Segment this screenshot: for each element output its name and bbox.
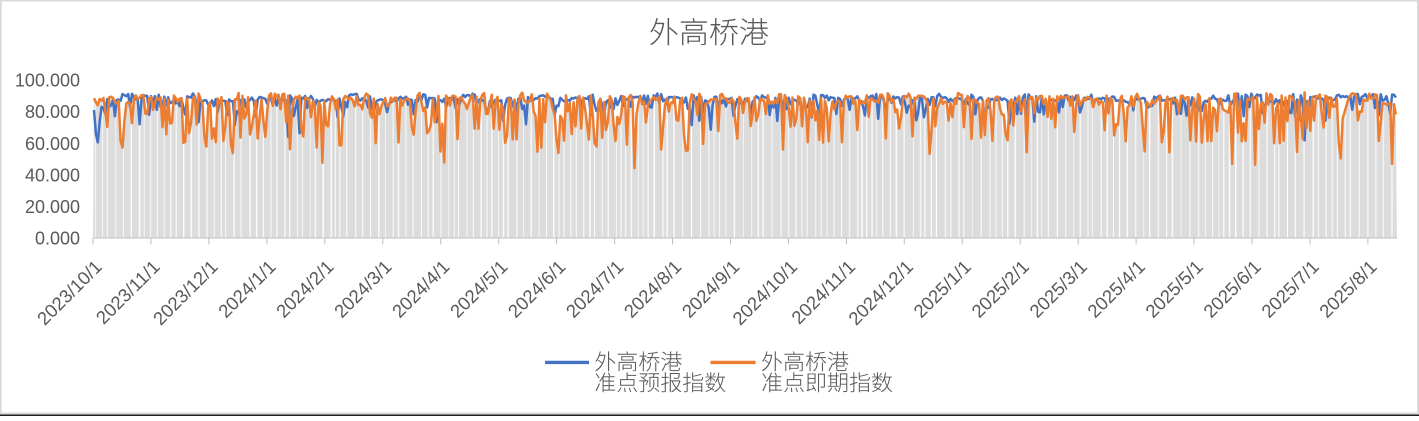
svg-text:0.000: 0.000 [35, 229, 80, 249]
svg-text:20.000: 20.000 [25, 197, 80, 217]
svg-text:40.000: 40.000 [25, 165, 80, 185]
svg-text:60.000: 60.000 [25, 134, 80, 154]
svg-text:100.000: 100.000 [15, 71, 80, 91]
svg-text:80.000: 80.000 [25, 102, 80, 122]
